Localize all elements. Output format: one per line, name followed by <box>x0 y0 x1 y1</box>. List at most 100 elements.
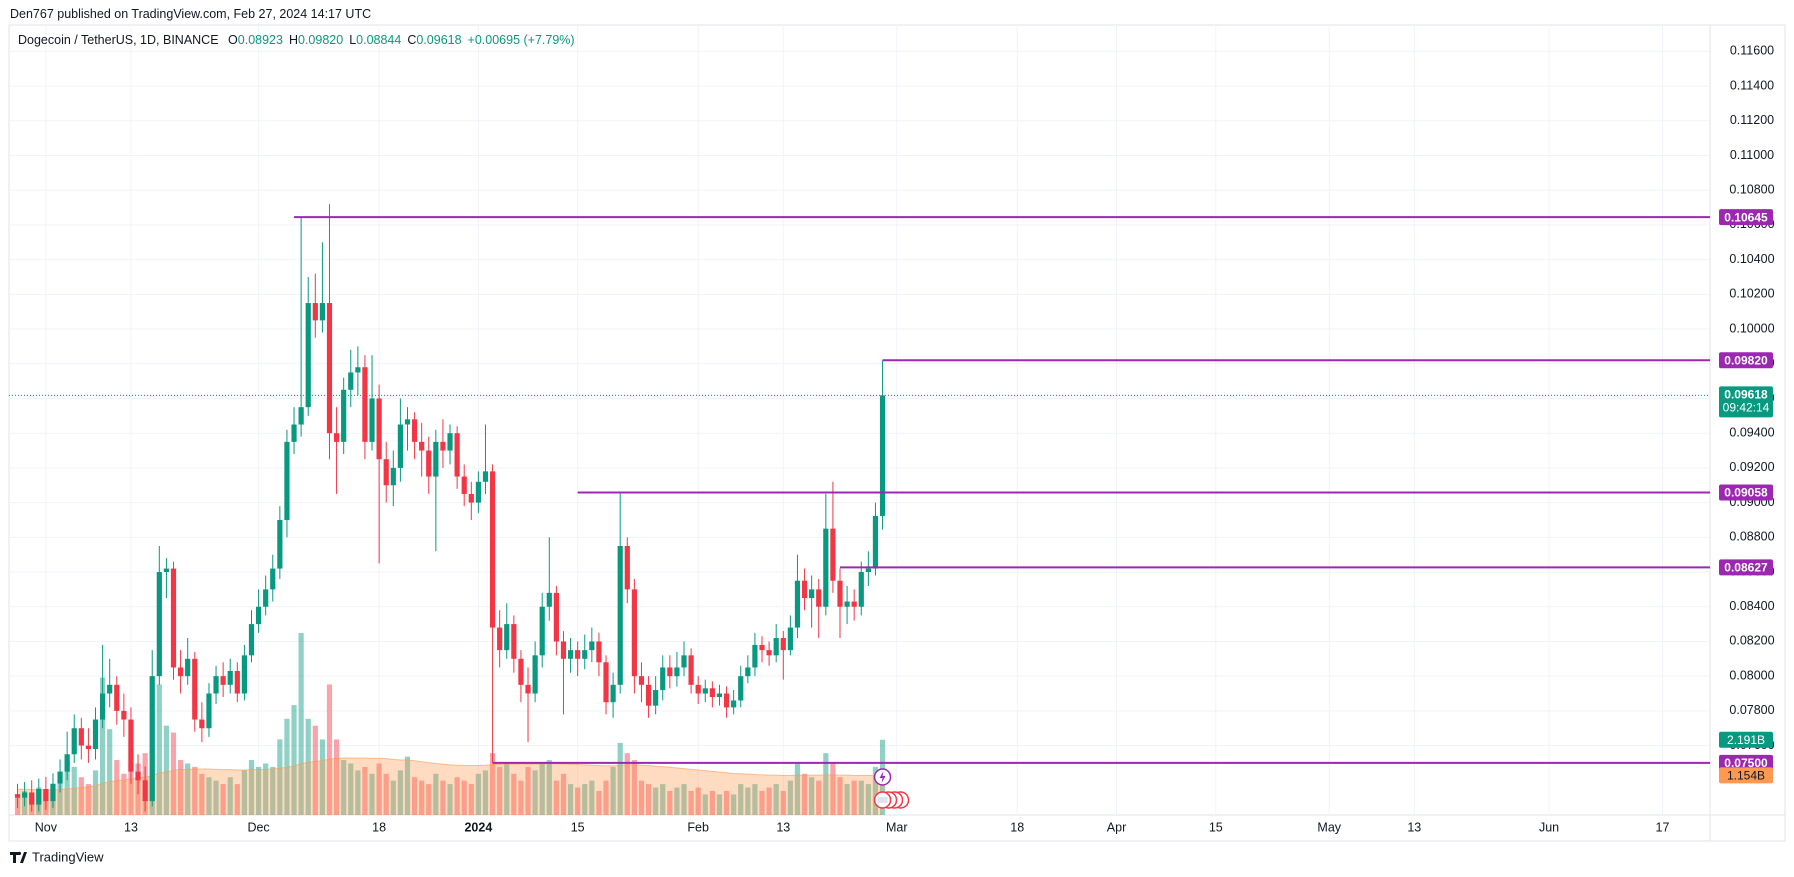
volume-bar <box>773 784 779 815</box>
publish-header: Den767 published on TradingView.com, Feb… <box>10 7 372 21</box>
volume-bar <box>738 784 744 815</box>
candle-body <box>71 728 77 755</box>
axes: 0.076000.078000.080000.082000.084000.086… <box>35 44 1775 835</box>
candle-body <box>596 641 602 663</box>
candle-body <box>780 637 786 651</box>
volume-bar <box>589 780 595 815</box>
candle-body <box>383 459 389 486</box>
volume-bar <box>411 777 418 815</box>
candle-body <box>858 572 864 607</box>
volume-bar <box>674 787 680 815</box>
candle-body <box>610 684 616 703</box>
volume-bar <box>809 777 815 815</box>
candle-body <box>582 650 588 659</box>
y-tick-label: 0.10800 <box>1729 183 1774 197</box>
candle-body <box>645 684 652 706</box>
level-label: 0.08627 <box>1724 561 1768 575</box>
candle-body <box>511 624 517 659</box>
volume-bar <box>787 780 793 815</box>
candle-body <box>213 676 219 694</box>
x-tick-label: May <box>1317 820 1341 834</box>
volume-bar <box>830 763 836 815</box>
volume-bar <box>624 753 630 815</box>
volume-bar <box>270 766 276 815</box>
candle-body <box>638 676 645 685</box>
volume-bar <box>362 766 368 815</box>
candle-body <box>291 424 297 442</box>
candle-body <box>532 655 538 694</box>
candle-body <box>667 667 673 677</box>
level-label: 0.09820 <box>1724 353 1768 367</box>
volume-bar <box>298 632 304 815</box>
candle-body <box>270 568 276 590</box>
candle-body <box>298 407 304 425</box>
level-label-box <box>1719 484 1773 501</box>
candle-body <box>787 627 793 651</box>
candle-body <box>156 572 162 677</box>
candle-body <box>738 676 744 701</box>
volume-bar <box>801 773 808 815</box>
volume-bar <box>688 790 694 815</box>
volume-bar <box>57 784 63 815</box>
level-label-box <box>1719 352 1773 369</box>
volume-bar <box>348 763 354 815</box>
volume-bar <box>667 790 673 815</box>
legend-value: 0.08923 <box>237 33 283 47</box>
candle-body <box>837 580 843 607</box>
volume-bar <box>255 766 262 815</box>
volume-bar <box>617 742 623 815</box>
volume-bar <box>341 760 347 815</box>
volume-bar <box>532 770 538 815</box>
y-tick-label: 0.11000 <box>1730 148 1774 162</box>
volume-bar <box>504 763 510 815</box>
volume-bar <box>766 787 772 815</box>
volume-bar <box>780 790 786 815</box>
candle-body <box>688 655 694 685</box>
volume-bar <box>263 763 269 815</box>
legend-value: 0.09820 <box>298 33 344 47</box>
candle-body <box>29 792 35 805</box>
x-tick-label: 18 <box>372 820 386 834</box>
candle-body <box>709 688 715 697</box>
candle-body <box>723 693 730 708</box>
candle-body <box>617 545 623 685</box>
volume-bar <box>518 780 524 815</box>
candle-body <box>823 528 829 607</box>
volume-bar <box>213 780 219 815</box>
candle-body <box>355 367 361 373</box>
candle-body <box>489 471 496 628</box>
volume-bar <box>489 753 496 815</box>
candle-body <box>809 589 815 599</box>
volume-bar <box>433 773 439 815</box>
candle-body <box>99 693 106 720</box>
candle-body <box>333 433 340 442</box>
volume-bar <box>319 739 325 815</box>
candle-body <box>305 303 311 408</box>
legend-value: 0.09618 <box>416 33 462 47</box>
level-label: 0.09058 <box>1724 486 1768 500</box>
candle-body <box>567 650 574 659</box>
volume-bar <box>745 787 751 815</box>
volume-bar <box>823 753 829 815</box>
candle-body <box>816 589 822 607</box>
volume-bar <box>794 763 801 815</box>
last-price-label: 0.09618 <box>1724 388 1768 402</box>
volume-bar <box>511 773 517 815</box>
candle-body <box>426 450 432 477</box>
levels <box>9 216 1710 764</box>
volume-bar <box>312 725 318 815</box>
x-tick-label: Dec <box>247 820 269 834</box>
level-label-box <box>1719 209 1773 226</box>
volume-bar <box>603 780 609 815</box>
volume-bar <box>645 784 652 815</box>
x-tick-label: 17 <box>1656 820 1670 834</box>
candle-body <box>390 467 396 486</box>
legend-key: L <box>349 33 357 47</box>
volume-bar <box>185 763 191 815</box>
volume-bar <box>731 794 737 815</box>
candle-body <box>497 627 503 651</box>
volume-bar <box>660 784 666 815</box>
x-tick-label: 2024 <box>464 820 492 834</box>
candle-body <box>163 568 170 573</box>
volume-bar <box>553 780 559 815</box>
